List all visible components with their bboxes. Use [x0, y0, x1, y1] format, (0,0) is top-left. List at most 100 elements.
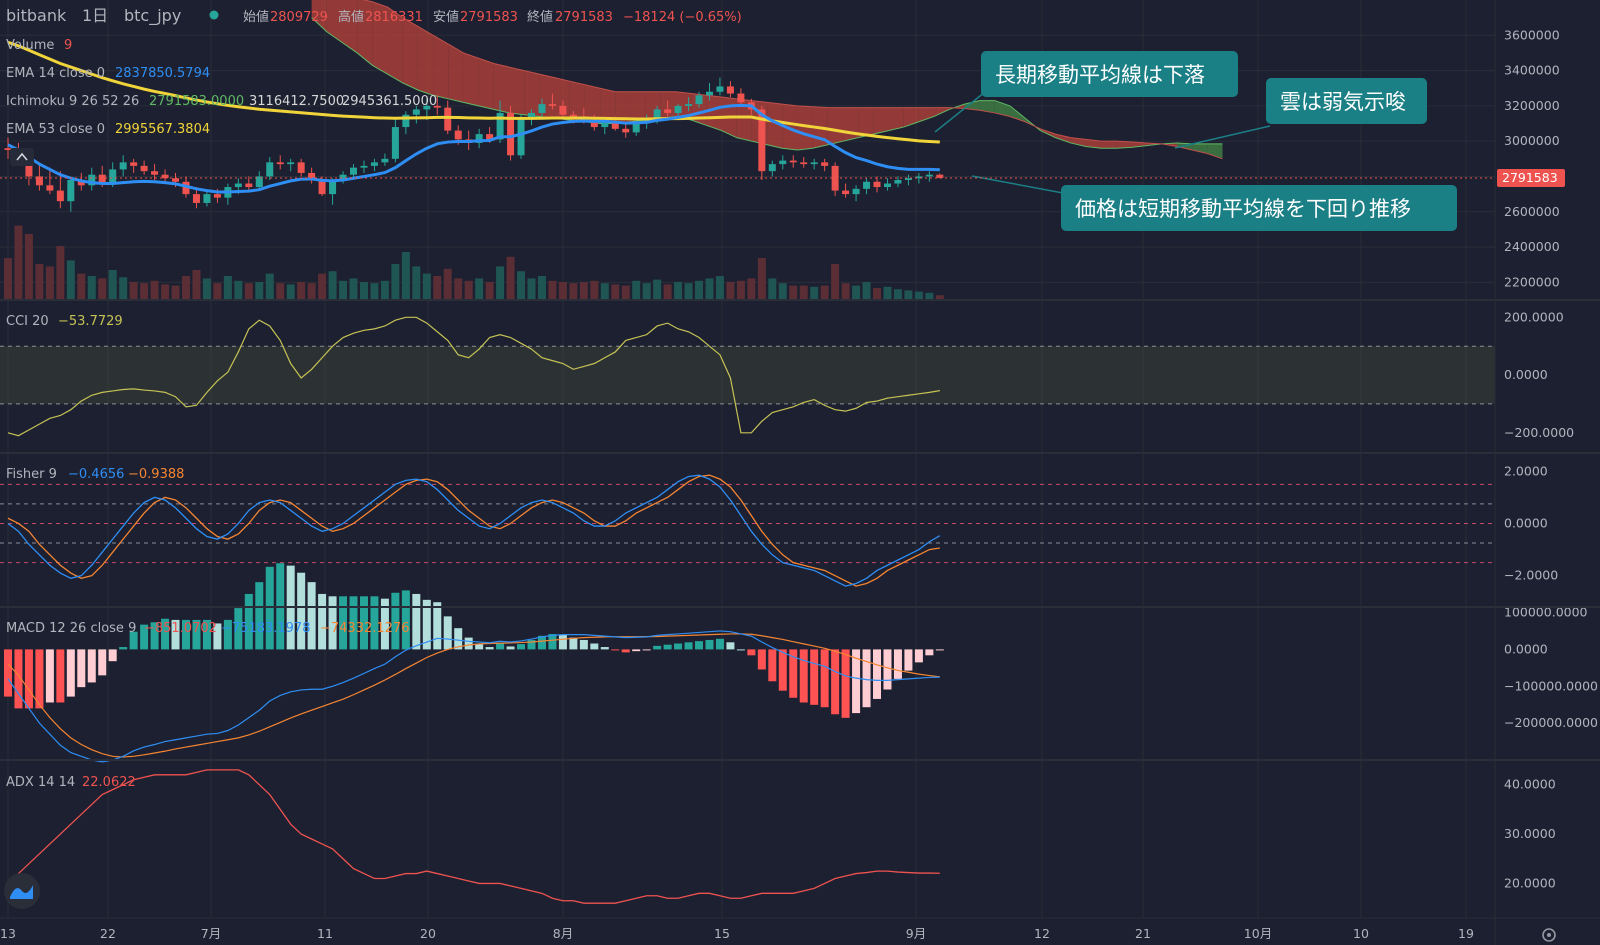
cloud-segment	[357, 0, 373, 66]
volume-bar	[171, 285, 180, 300]
macd-histogram-bar	[213, 623, 222, 650]
volume-legend-value: 9	[64, 38, 72, 53]
cloud-segment	[767, 102, 783, 149]
candle-body	[46, 185, 54, 191]
volume-bar	[904, 290, 913, 300]
volume-bar	[841, 283, 850, 300]
macd-histogram-bar	[726, 642, 735, 650]
volume-bar	[705, 278, 714, 300]
macd-histogram-bar	[883, 649, 892, 690]
volume-bar	[45, 266, 54, 300]
macd-histogram-bar	[590, 643, 599, 650]
candle-body	[737, 93, 745, 103]
candle-body	[245, 183, 253, 188]
volume-bar	[935, 295, 944, 300]
cloud-segment	[630, 91, 646, 122]
volume-bar	[422, 273, 431, 300]
volume-bar	[632, 280, 641, 300]
cloud-segment	[433, 35, 449, 99]
candle-body	[67, 180, 75, 202]
candle-body	[433, 105, 441, 108]
volume-bar	[98, 278, 107, 300]
candle-body	[883, 183, 891, 188]
macd-histogram-bar	[820, 649, 829, 708]
macd-histogram-bar	[464, 637, 473, 650]
macd-histogram-bar	[841, 649, 850, 718]
volume-bar	[464, 280, 473, 300]
collapse-legend-bg[interactable]	[10, 148, 34, 166]
current-price-tag: 2791583	[1497, 168, 1565, 187]
volume-bar	[715, 276, 724, 300]
macd-histogram-bar	[443, 616, 452, 650]
close-value: 2791583	[555, 10, 613, 25]
macd-histogram-bar	[4, 649, 12, 697]
ichimoku-legend[interactable]: Ichimoku 9 26 52 26 2791583.0000 3116412…	[6, 94, 437, 109]
macd-histogram-bar	[223, 619, 232, 650]
exchange-name: bitbank	[6, 6, 67, 25]
macd-histogram-bar	[35, 649, 44, 709]
volume-bar	[747, 278, 756, 300]
macd-legend[interactable]: MACD 12 26 close 9 −851.0702 −75183.1978…	[6, 621, 409, 636]
cloud-segment	[615, 91, 631, 124]
macd-histogram-bar	[359, 596, 368, 650]
symbol-name[interactable]: btc_jpy	[124, 6, 181, 26]
cci-legend-value: −53.7729	[58, 314, 123, 329]
candle-body	[98, 174, 106, 184]
candle-body	[559, 105, 567, 115]
ema53-legend[interactable]: EMA 53 close 0 2995567.3804	[6, 122, 210, 137]
fisher-trigger-line	[7, 474, 940, 587]
macd-histogram-bar	[517, 644, 526, 650]
candle-body	[77, 180, 85, 186]
collapse-legend-button[interactable]	[10, 148, 34, 166]
cci-legend[interactable]: CCI 20 −53.7729	[6, 314, 123, 329]
cloud-segment	[873, 107, 889, 135]
candle-body	[821, 162, 829, 166]
macd-histogram-bar	[77, 649, 86, 688]
candle-body	[308, 172, 316, 180]
volume-bar	[768, 278, 777, 300]
current-price-tag-text: 2791583	[1502, 170, 1558, 185]
volume-bar	[558, 282, 567, 300]
callout-pointer	[971, 175, 1064, 194]
cloud-segment	[1116, 141, 1132, 149]
moving-averages	[7, 40, 940, 194]
fisher-legend[interactable]: Fisher 9 −0.4656 −0.9388	[6, 467, 184, 482]
volume-bar	[862, 282, 871, 300]
volume-bar	[87, 276, 96, 300]
macd-legend-v3: −74332.1276	[320, 621, 409, 636]
volume-bar	[234, 280, 243, 300]
candle-body	[182, 181, 190, 195]
macd-line	[7, 630, 940, 763]
cloud-segment	[311, 0, 327, 32]
macd-histogram-bar	[328, 596, 337, 650]
candle-body	[130, 162, 138, 166]
adx-legend[interactable]: ADX 14 14 22.0622	[6, 775, 136, 790]
volume-bar	[506, 256, 515, 300]
volume-bar	[265, 273, 274, 300]
volume-bar	[537, 276, 546, 300]
tradingview-logo[interactable]	[4, 873, 40, 909]
low-label: 安値	[433, 9, 459, 25]
candle-body	[768, 164, 776, 172]
fisher-tick-label: 2.0000	[1504, 463, 1548, 478]
time-tick-label: 21	[1135, 926, 1151, 941]
interval-label[interactable]: 1日	[82, 6, 108, 25]
candle-body	[109, 169, 117, 184]
macd-histogram-bar	[642, 649, 651, 651]
callout-pointer	[934, 91, 986, 133]
macd-histogram-bar	[108, 649, 117, 662]
candle-body	[842, 190, 850, 195]
volume-bar	[433, 276, 442, 300]
macd-histogram-bar	[715, 638, 724, 650]
candle-body	[370, 162, 378, 166]
cloud-segment	[417, 26, 434, 96]
macd-histogram-bar	[789, 649, 798, 698]
high-value: 2816331	[365, 10, 423, 25]
volume-legend[interactable]: Volume 9	[6, 38, 72, 53]
cci-line	[7, 316, 940, 437]
price-tick-label: 3400000	[1504, 63, 1560, 78]
chart-settings-button[interactable]	[1542, 928, 1556, 942]
cloud-segment	[326, 0, 342, 43]
ema14-legend[interactable]: EMA 14 close 0 2837850.5794	[6, 66, 210, 81]
